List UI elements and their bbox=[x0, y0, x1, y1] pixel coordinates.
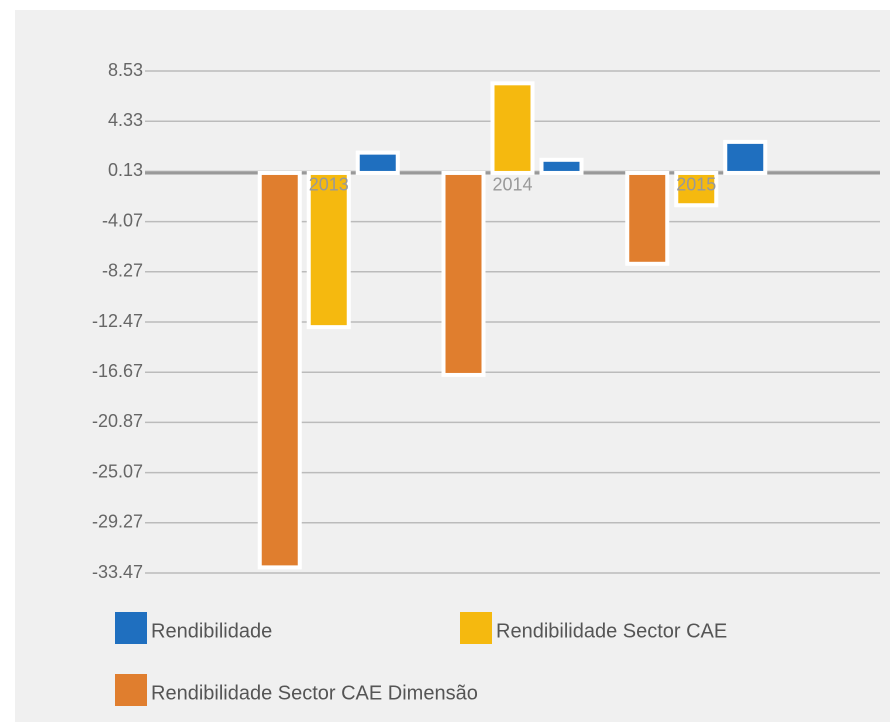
y-tick-label: 8.53 bbox=[108, 60, 143, 80]
legend-label: Rendibilidade bbox=[151, 620, 272, 642]
x-tick-label: 2014 bbox=[492, 175, 532, 195]
bar bbox=[490, 81, 535, 175]
bar bbox=[539, 157, 584, 175]
bar bbox=[306, 170, 351, 330]
legend-swatch bbox=[115, 674, 147, 706]
bar bbox=[723, 139, 768, 175]
corner bbox=[0, 610, 15, 722]
y-tick-label: -29.27 bbox=[92, 512, 143, 532]
bar bbox=[441, 170, 486, 377]
legend-label: Rendibilidade Sector CAE bbox=[496, 620, 727, 642]
legend-label: Rendibilidade Sector CAE Dimensão bbox=[151, 682, 478, 704]
bar bbox=[355, 150, 400, 175]
y-tick-label: 4.33 bbox=[108, 110, 143, 130]
x-tick-label: 2015 bbox=[676, 175, 716, 195]
x-tick-label: 2013 bbox=[309, 175, 349, 195]
y-tick-label: -20.87 bbox=[92, 411, 143, 431]
y-tick-label: -16.67 bbox=[92, 361, 143, 381]
bar bbox=[674, 170, 719, 208]
legend-swatch bbox=[115, 612, 147, 644]
y-tick-label: -8.27 bbox=[102, 261, 143, 281]
y-tick-label: 0.13 bbox=[108, 160, 143, 180]
y-tick-label: -33.47 bbox=[92, 562, 143, 582]
legend-swatch bbox=[460, 612, 492, 644]
y-tick-label: -25.07 bbox=[92, 461, 143, 481]
bar bbox=[257, 170, 302, 570]
y-tick-label: -12.47 bbox=[92, 311, 143, 331]
bar bbox=[625, 170, 670, 266]
y-tick-label: -4.07 bbox=[102, 210, 143, 230]
